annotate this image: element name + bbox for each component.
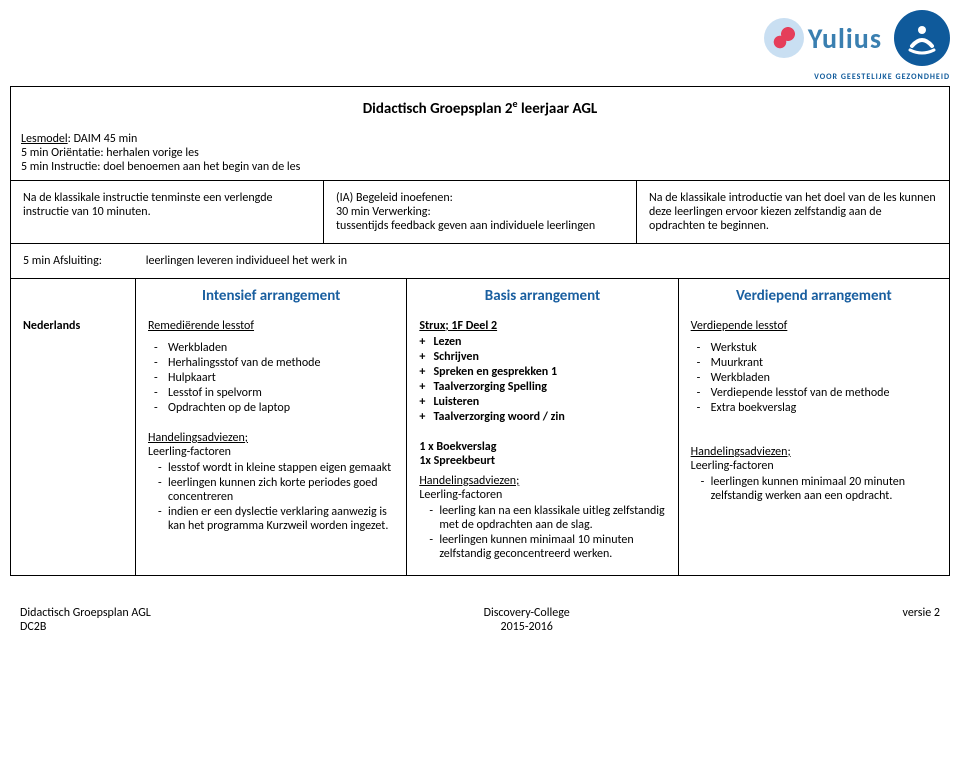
list-item: Werkbladen (711, 371, 937, 385)
arrangement-body-row: Nederlands Remediërende lesstof Werkblad… (11, 313, 949, 575)
footer-right: versie 2 (903, 606, 940, 634)
basis-heading-text: Strux; 1F Deel 2 (419, 319, 497, 333)
list-item: + Spreken en gesprekken 1 (419, 365, 665, 379)
afsluit-text: leerlingen leveren individueel het werk … (146, 254, 347, 268)
footer-mid-1: Discovery-College (484, 606, 570, 620)
list-item: Werkbladen (168, 341, 394, 355)
verdiepend-items: Werkstuk Muurkrant Werkbladen Verdiepend… (691, 341, 937, 415)
plan-table: Didactisch Groepsplan 2e leerjaar AGL Le… (10, 86, 950, 576)
page: Yulius VOOR GEESTELIJKE GEZONDHEID Didac… (0, 0, 960, 648)
arrangement-header-row: Intensief arrangement Basis arrangement … (11, 279, 949, 313)
afsluiting-row: 5 min Afsluiting: leerlingen leveren ind… (11, 244, 949, 279)
basis-extra1: 1 x Boekverslag (419, 440, 665, 454)
lesmodel-value: : DAIM 45 min (68, 132, 138, 146)
lesmodel-block: Lesmodel: DAIM 45 min 5 min Oriëntatie: … (11, 128, 949, 181)
list-item: indien er een dyslectie verklaring aanwe… (158, 505, 394, 533)
arrangement-header-spacer (11, 279, 136, 313)
lesmodel-line2: 5 min Oriëntatie: herhalen vorige les (21, 146, 939, 160)
verdiepend-lf: Leerling-factoren (691, 459, 937, 473)
secondary-logo-icon (894, 10, 950, 66)
list-item: leerlingen kunnen zich korte periodes go… (158, 476, 394, 504)
intensief-lf: Leerling-factoren (148, 445, 394, 459)
list-item: leerling kan na een klassikale uitleg ze… (429, 504, 665, 532)
title-pre: Didactisch Groepsplan 2 (363, 100, 513, 118)
footer-mid-2: 2015-2016 (484, 620, 570, 634)
basis-plus-list: + Lezen + Schrijven + Spreken en gesprek… (419, 335, 665, 424)
basis-cell: Strux; 1F Deel 2 + Lezen + Schrijven + S… (407, 313, 678, 575)
verdiepend-ha: Handelingsadviezen; (691, 445, 937, 459)
col-mid-l3: tussentijds feedback geven aan individue… (336, 219, 624, 233)
basis-heading: Strux; 1F Deel 2 (419, 319, 665, 333)
afsluit-label: 5 min Afsluiting: (23, 254, 143, 268)
lesmodel-line1: Lesmodel: DAIM 45 min (21, 132, 939, 146)
list-item: + Taalverzorging woord / zin (419, 410, 665, 424)
arrangement-header-intensief: Intensief arrangement (136, 279, 407, 313)
brand-swirl-icon (764, 18, 804, 58)
intensief-ha: Handelingsadviezen; (148, 431, 394, 445)
instruction-columns: Na de klassikale instructie tenminste ee… (11, 181, 949, 244)
verdiepend-cell: Verdiepende lesstof Werkstuk Muurkrant W… (679, 313, 949, 575)
verdiepend-adv: leerlingen kunnen minimaal 20 minuten ze… (691, 475, 937, 503)
basis-lf: Leerling-factoren (419, 488, 665, 502)
list-item: leerlingen kunnen minimaal 20 minuten ze… (701, 475, 937, 503)
col-left: Na de klassikale instructie tenminste ee… (11, 181, 324, 243)
intensief-heading: Remediërende lesstof (148, 319, 394, 333)
lesmodel-label: Lesmodel (21, 132, 68, 146)
footer-left-2: DC2B (20, 620, 151, 634)
footer-left-1: Didactisch Groepsplan AGL (20, 606, 151, 620)
list-item: + Lezen (419, 335, 665, 349)
list-item: leerlingen kunnen minimaal 10 minuten ze… (429, 533, 665, 561)
list-item: Lesstof in spelvorm (168, 386, 394, 400)
basis-ha: Handelingsadviezen; (419, 474, 665, 488)
intensief-cell: Remediërende lesstof Werkbladen Herhalin… (136, 313, 407, 575)
title-post: leerjaar AGL (518, 100, 598, 118)
list-item: lesstof wordt in kleine stappen eigen ge… (158, 461, 394, 475)
list-item: Hulpkaart (168, 371, 394, 385)
col-mid-l2: 30 min Verwerking: (336, 205, 624, 219)
lesmodel-line3: 5 min Instructie: doel benoemen aan het … (21, 160, 939, 174)
list-item: + Luisteren (419, 395, 665, 409)
col-right: Na de klassikale introductie van het doe… (637, 181, 949, 243)
list-item: Opdrachten op de laptop (168, 401, 394, 415)
basis-extra2: 1x Spreekbeurt (419, 454, 665, 468)
list-item: + Taalverzorging Spelling (419, 380, 665, 394)
list-item: Extra boekverslag (711, 401, 937, 415)
page-title: Didactisch Groepsplan 2e leerjaar AGL (11, 87, 949, 128)
logo-row: Yulius VOOR GEESTELIJKE GEZONDHEID (10, 10, 950, 80)
subject-label: Nederlands (11, 313, 136, 575)
list-item: Herhalingsstof van de methode (168, 356, 394, 370)
page-footer: Didactisch Groepsplan AGL DC2B Discovery… (10, 576, 950, 638)
verdiepend-heading: Verdiepende lesstof (691, 319, 937, 333)
arrangement-header-basis: Basis arrangement (407, 279, 678, 313)
basis-adv: leerling kan na een klassikale uitleg ze… (419, 504, 665, 561)
footer-mid: Discovery-College 2015-2016 (484, 606, 570, 634)
intensief-adv: lesstof wordt in kleine stappen eigen ge… (148, 461, 394, 533)
list-item: + Schrijven (419, 350, 665, 364)
brand-name: Yulius (808, 21, 882, 56)
brand-logo: Yulius (764, 18, 882, 58)
footer-left: Didactisch Groepsplan AGL DC2B (20, 606, 151, 634)
intensief-items: Werkbladen Herhalingsstof van de methode… (148, 341, 394, 415)
list-item: Verdiepende lesstof van de methode (711, 386, 937, 400)
list-item: Muurkrant (711, 356, 937, 370)
list-item: Werkstuk (711, 341, 937, 355)
col-mid-l1: (IA) Begeleid inoefenen: (336, 191, 624, 205)
col-mid: (IA) Begeleid inoefenen: 30 min Verwerki… (324, 181, 637, 243)
arrangement-header-verdiepend: Verdiepend arrangement (679, 279, 949, 313)
brand-tagline: VOOR GEESTELIJKE GEZONDHEID (814, 72, 950, 82)
